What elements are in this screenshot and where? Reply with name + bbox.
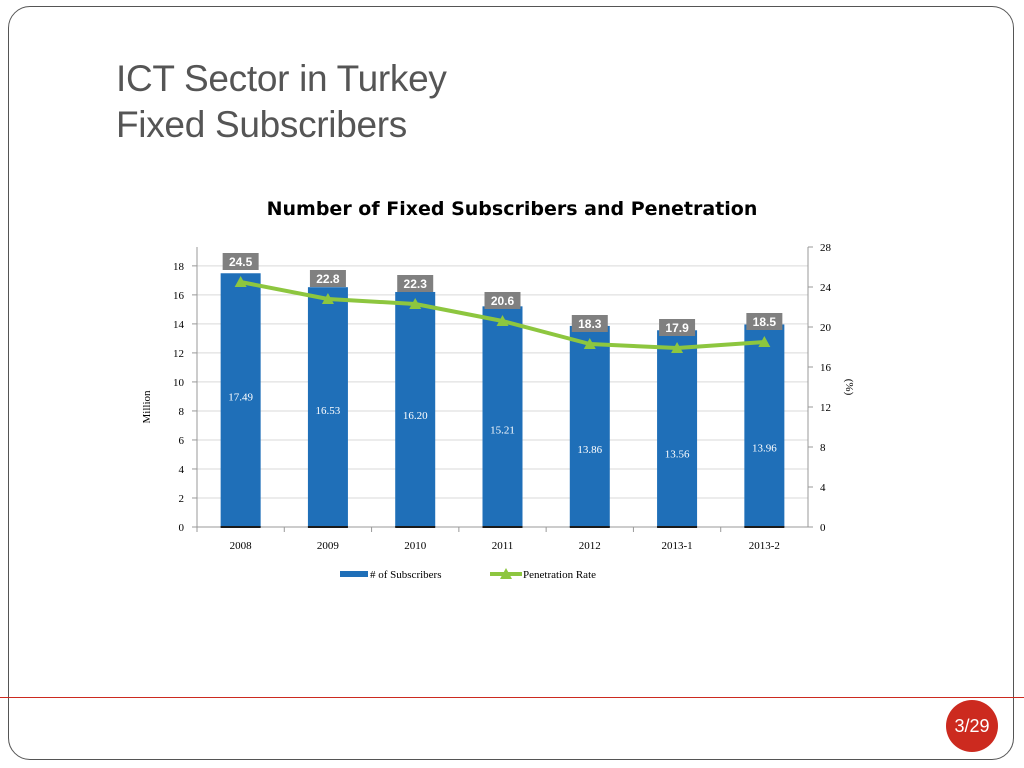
- y-tick-label: 6: [179, 435, 185, 447]
- y2-tick-label: 24: [820, 282, 832, 294]
- y2-tick-label: 28: [820, 242, 832, 254]
- line-value-box: [397, 275, 434, 292]
- line-value-label: 18.5: [753, 315, 777, 329]
- line-value-box: [222, 253, 259, 270]
- legend-marker-penetration: [500, 568, 512, 579]
- slide-title-line-2: Fixed Subscribers: [116, 104, 408, 145]
- bar: [569, 325, 610, 527]
- bar-value-label: 13.56: [665, 448, 690, 460]
- y-tick-label: 14: [173, 319, 185, 331]
- bar: [395, 291, 436, 527]
- y2-tick-label: 20: [820, 322, 832, 334]
- line-value-box: [309, 270, 346, 287]
- line-value-label: 17.9: [665, 321, 689, 335]
- x-tick-label: 2011: [492, 540, 514, 552]
- penetration-marker: [234, 276, 247, 287]
- x-tick-label: 2013-2: [749, 540, 780, 552]
- bar: [482, 306, 523, 527]
- x-tick-label: 2013-1: [661, 540, 692, 552]
- bar: [307, 287, 348, 527]
- penetration-marker: [583, 338, 596, 349]
- x-tick-label: 2010: [404, 540, 427, 552]
- y2-tick-label: 0: [820, 522, 826, 534]
- penetration-marker: [671, 342, 684, 353]
- chart-title: Number of Fixed Subscribers and Penetrat…: [266, 198, 758, 220]
- line-value-label: 24.5: [229, 255, 253, 269]
- footer-divider: [0, 697, 1024, 698]
- y2-tick-label: 16: [820, 362, 832, 374]
- y-tick-label: 0: [179, 522, 185, 534]
- bar-value-label: 13.86: [577, 444, 602, 456]
- line-value-box: [484, 292, 521, 309]
- line-value-box: [659, 319, 696, 336]
- y2-tick-label: 4: [820, 482, 826, 494]
- y-axis-title: Million: [141, 390, 153, 424]
- bar-value-label: 17.49: [228, 391, 253, 403]
- slide-title: ICT Sector in Turkey Fixed Subscribers: [116, 56, 447, 148]
- bar-value-label: 15.21: [490, 424, 515, 436]
- line-value-box: [571, 315, 608, 332]
- penetration-marker: [496, 315, 509, 326]
- x-tick-label: 2008: [230, 540, 253, 552]
- legend-swatch-subscribers: [340, 571, 368, 577]
- y-tick-label: 2: [179, 493, 185, 505]
- y2-tick-label: 12: [820, 402, 831, 414]
- bar-value-label: 16.20: [403, 410, 428, 422]
- penetration-marker: [409, 298, 422, 309]
- line-value-label: 22.3: [404, 277, 428, 291]
- bar-value-label: 16.53: [316, 405, 341, 417]
- y-tick-label: 8: [179, 406, 185, 418]
- bar: [744, 324, 785, 527]
- y-tick-label: 18: [173, 261, 185, 273]
- bar: [220, 273, 261, 527]
- y-tick-label: 12: [173, 348, 184, 360]
- legend-label-subscribers: # of Subscribers: [370, 569, 442, 581]
- penetration-marker: [758, 336, 771, 347]
- y-tick-label: 4: [179, 464, 185, 476]
- penetration-marker: [321, 293, 334, 304]
- line-value-label: 20.6: [491, 294, 515, 308]
- bar: [657, 330, 698, 527]
- legend-label-penetration: Penetration Rate: [523, 569, 596, 581]
- bar-value-label: 13.96: [752, 442, 777, 454]
- y-tick-label: 16: [173, 290, 185, 302]
- x-tick-label: 2012: [579, 540, 601, 552]
- line-value-label: 18.3: [578, 317, 602, 331]
- line-value-box: [746, 313, 783, 330]
- y2-tick-label: 8: [820, 442, 826, 454]
- page-number-badge: 3/29: [946, 700, 998, 752]
- slide-title-line-1: ICT Sector in Turkey: [116, 58, 447, 99]
- y-tick-label: 10: [173, 377, 185, 389]
- y2-axis-title: (%): [843, 379, 855, 396]
- x-tick-label: 2009: [317, 540, 340, 552]
- line-value-label: 22.8: [316, 272, 340, 286]
